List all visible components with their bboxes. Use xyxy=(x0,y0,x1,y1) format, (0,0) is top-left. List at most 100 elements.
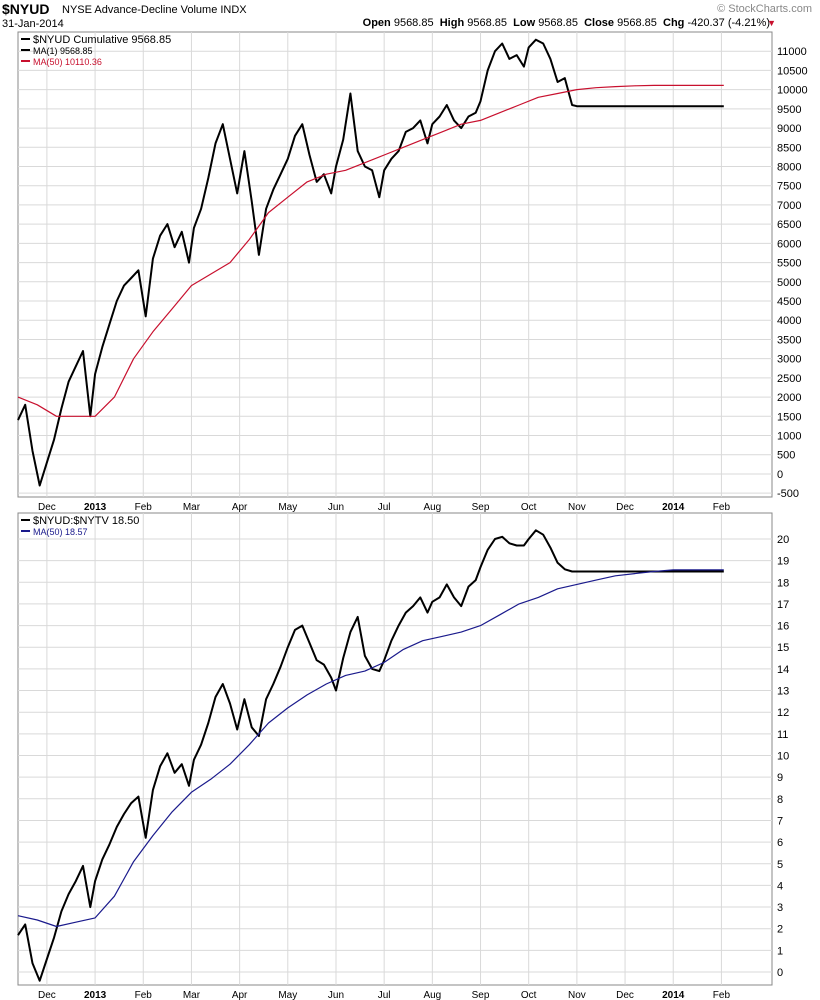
x-tick-label: 2013 xyxy=(84,990,107,1000)
y-tick-label: 20 xyxy=(777,534,789,546)
y-tick-label: 0 xyxy=(777,967,783,979)
legend-entry: MA(50) 18.57 xyxy=(33,527,88,537)
x-tick-label: 2014 xyxy=(662,990,685,1000)
y-tick-label: 500 xyxy=(777,450,795,462)
ohlc-readout: Open 9568.85 High 9568.85 Low 9568.85 Cl… xyxy=(363,17,770,29)
y-tick-label: 6 xyxy=(777,837,783,849)
x-tick-label: 2013 xyxy=(84,502,107,513)
close-value: 9568.85 xyxy=(617,17,657,29)
y-tick-label: 4000 xyxy=(777,315,801,327)
x-tick-label: Jul xyxy=(378,990,391,1000)
x-tick-label: 2014 xyxy=(662,502,685,513)
y-tick-label: 3000 xyxy=(777,354,801,366)
y-tick-label: 9000 xyxy=(777,123,801,135)
y-tick-label: 7 xyxy=(777,815,783,827)
y-tick-label: 7500 xyxy=(777,181,801,193)
y-tick-label: 2500 xyxy=(777,373,801,385)
legend-entry: MA(50) 10110.36 xyxy=(33,57,102,67)
down-triangle-icon: ▼ xyxy=(767,18,776,28)
x-tick-label: Nov xyxy=(568,502,586,513)
low-value: 9568.85 xyxy=(538,17,578,29)
y-tick-label: 6000 xyxy=(777,238,801,250)
price-line xyxy=(17,529,724,982)
y-tick-label: 1 xyxy=(777,945,783,957)
y-tick-label: 10000 xyxy=(777,85,808,97)
y-tick-label: 11 xyxy=(777,729,788,741)
y-tick-label: 7000 xyxy=(777,200,801,212)
x-tick-label: Sep xyxy=(472,502,490,513)
x-tick-label: Feb xyxy=(713,502,731,513)
y-tick-label: 2000 xyxy=(777,392,801,404)
y-tick-label: 10500 xyxy=(777,65,808,77)
open-label: Open xyxy=(362,17,391,29)
x-tick-label: Feb xyxy=(135,990,153,1000)
x-tick-label: Mar xyxy=(183,502,201,513)
y-tick-label: 16 xyxy=(777,621,789,633)
legend-entry: $NYUD:$NYTV 18.50 xyxy=(33,515,139,527)
y-tick-label: 13 xyxy=(777,686,789,698)
y-tick-label: 4 xyxy=(777,880,783,892)
y-tick-label: 1000 xyxy=(777,431,801,443)
y-tick-label: 9500 xyxy=(777,104,801,116)
ma50-line xyxy=(17,569,724,928)
x-tick-label: Oct xyxy=(521,990,537,1000)
chart-date: 31-Jan-2014 xyxy=(2,18,64,30)
y-tick-label: 0 xyxy=(777,469,783,481)
y-tick-label: 6500 xyxy=(777,219,801,231)
y-tick-label: 10 xyxy=(777,750,789,762)
y-tick-label: 5000 xyxy=(777,277,801,289)
y-tick-label: 9 xyxy=(777,772,783,784)
y-tick-label: 3 xyxy=(777,902,783,914)
chart-title: NYSE Advance-Decline Volume INDX xyxy=(62,4,247,16)
price-line xyxy=(17,38,724,487)
x-tick-label: Dec xyxy=(616,990,634,1000)
legend-entry: MA(1) 9568.85 xyxy=(33,46,93,56)
y-tick-label: 12 xyxy=(777,707,789,719)
x-tick-label: Apr xyxy=(232,990,248,1000)
x-tick-label: Apr xyxy=(232,502,248,513)
ma50-line xyxy=(17,84,724,417)
x-tick-label: Feb xyxy=(713,990,731,1000)
x-tick-label: Feb xyxy=(135,502,153,513)
x-tick-label: Dec xyxy=(616,502,634,513)
chg-value: -420.37 (-4.21%) xyxy=(687,17,770,29)
plot-frame xyxy=(17,512,773,986)
x-tick-label: May xyxy=(278,502,297,513)
brand-credit: © StockCharts.com xyxy=(717,3,812,15)
x-tick-label: Aug xyxy=(423,502,441,513)
x-tick-label: Dec xyxy=(38,990,56,1000)
chg-label: Chg xyxy=(663,17,685,29)
x-tick-label: Dec xyxy=(38,502,56,513)
x-tick-label: Mar xyxy=(183,990,201,1000)
y-tick-label: 11000 xyxy=(777,46,807,58)
y-tick-label: 17 xyxy=(777,599,789,611)
x-tick-label: Nov xyxy=(568,990,586,1000)
x-tick-label: Sep xyxy=(472,990,490,1000)
high-value: 9568.85 xyxy=(467,17,507,29)
chart-header: $NYUD NYSE Advance-Decline Volume INDX 3… xyxy=(0,0,820,32)
x-tick-label: Jun xyxy=(328,990,344,1000)
y-tick-label: 5 xyxy=(777,859,783,871)
close-label: Close xyxy=(584,17,615,29)
low-label: Low xyxy=(513,17,536,29)
y-tick-label: 8000 xyxy=(777,162,801,174)
x-tick-label: Jul xyxy=(378,502,391,513)
y-tick-label: 8500 xyxy=(777,142,801,154)
x-tick-label: Aug xyxy=(423,990,441,1000)
y-tick-label: 4500 xyxy=(777,296,801,308)
x-tick-label: May xyxy=(278,990,297,1000)
x-tick-label: Jun xyxy=(328,502,344,513)
y-tick-label: 19 xyxy=(777,556,789,568)
y-tick-label: -500 xyxy=(777,488,799,500)
cumulative-panel: -500 0 500 1000 1500 2000 2500 3000 3500 4000 4500… xyxy=(17,31,808,513)
high-label: High xyxy=(439,17,465,29)
y-tick-label: 5500 xyxy=(777,258,801,270)
x-tick-label: Oct xyxy=(521,502,537,513)
y-tick-label: 18 xyxy=(777,577,789,589)
y-tick-label: 3500 xyxy=(777,334,801,346)
y-tick-label: 1500 xyxy=(777,411,801,423)
y-tick-label: 2 xyxy=(777,924,783,936)
legend-entry: $NYUD Cumulative 9568.85 xyxy=(33,34,171,46)
